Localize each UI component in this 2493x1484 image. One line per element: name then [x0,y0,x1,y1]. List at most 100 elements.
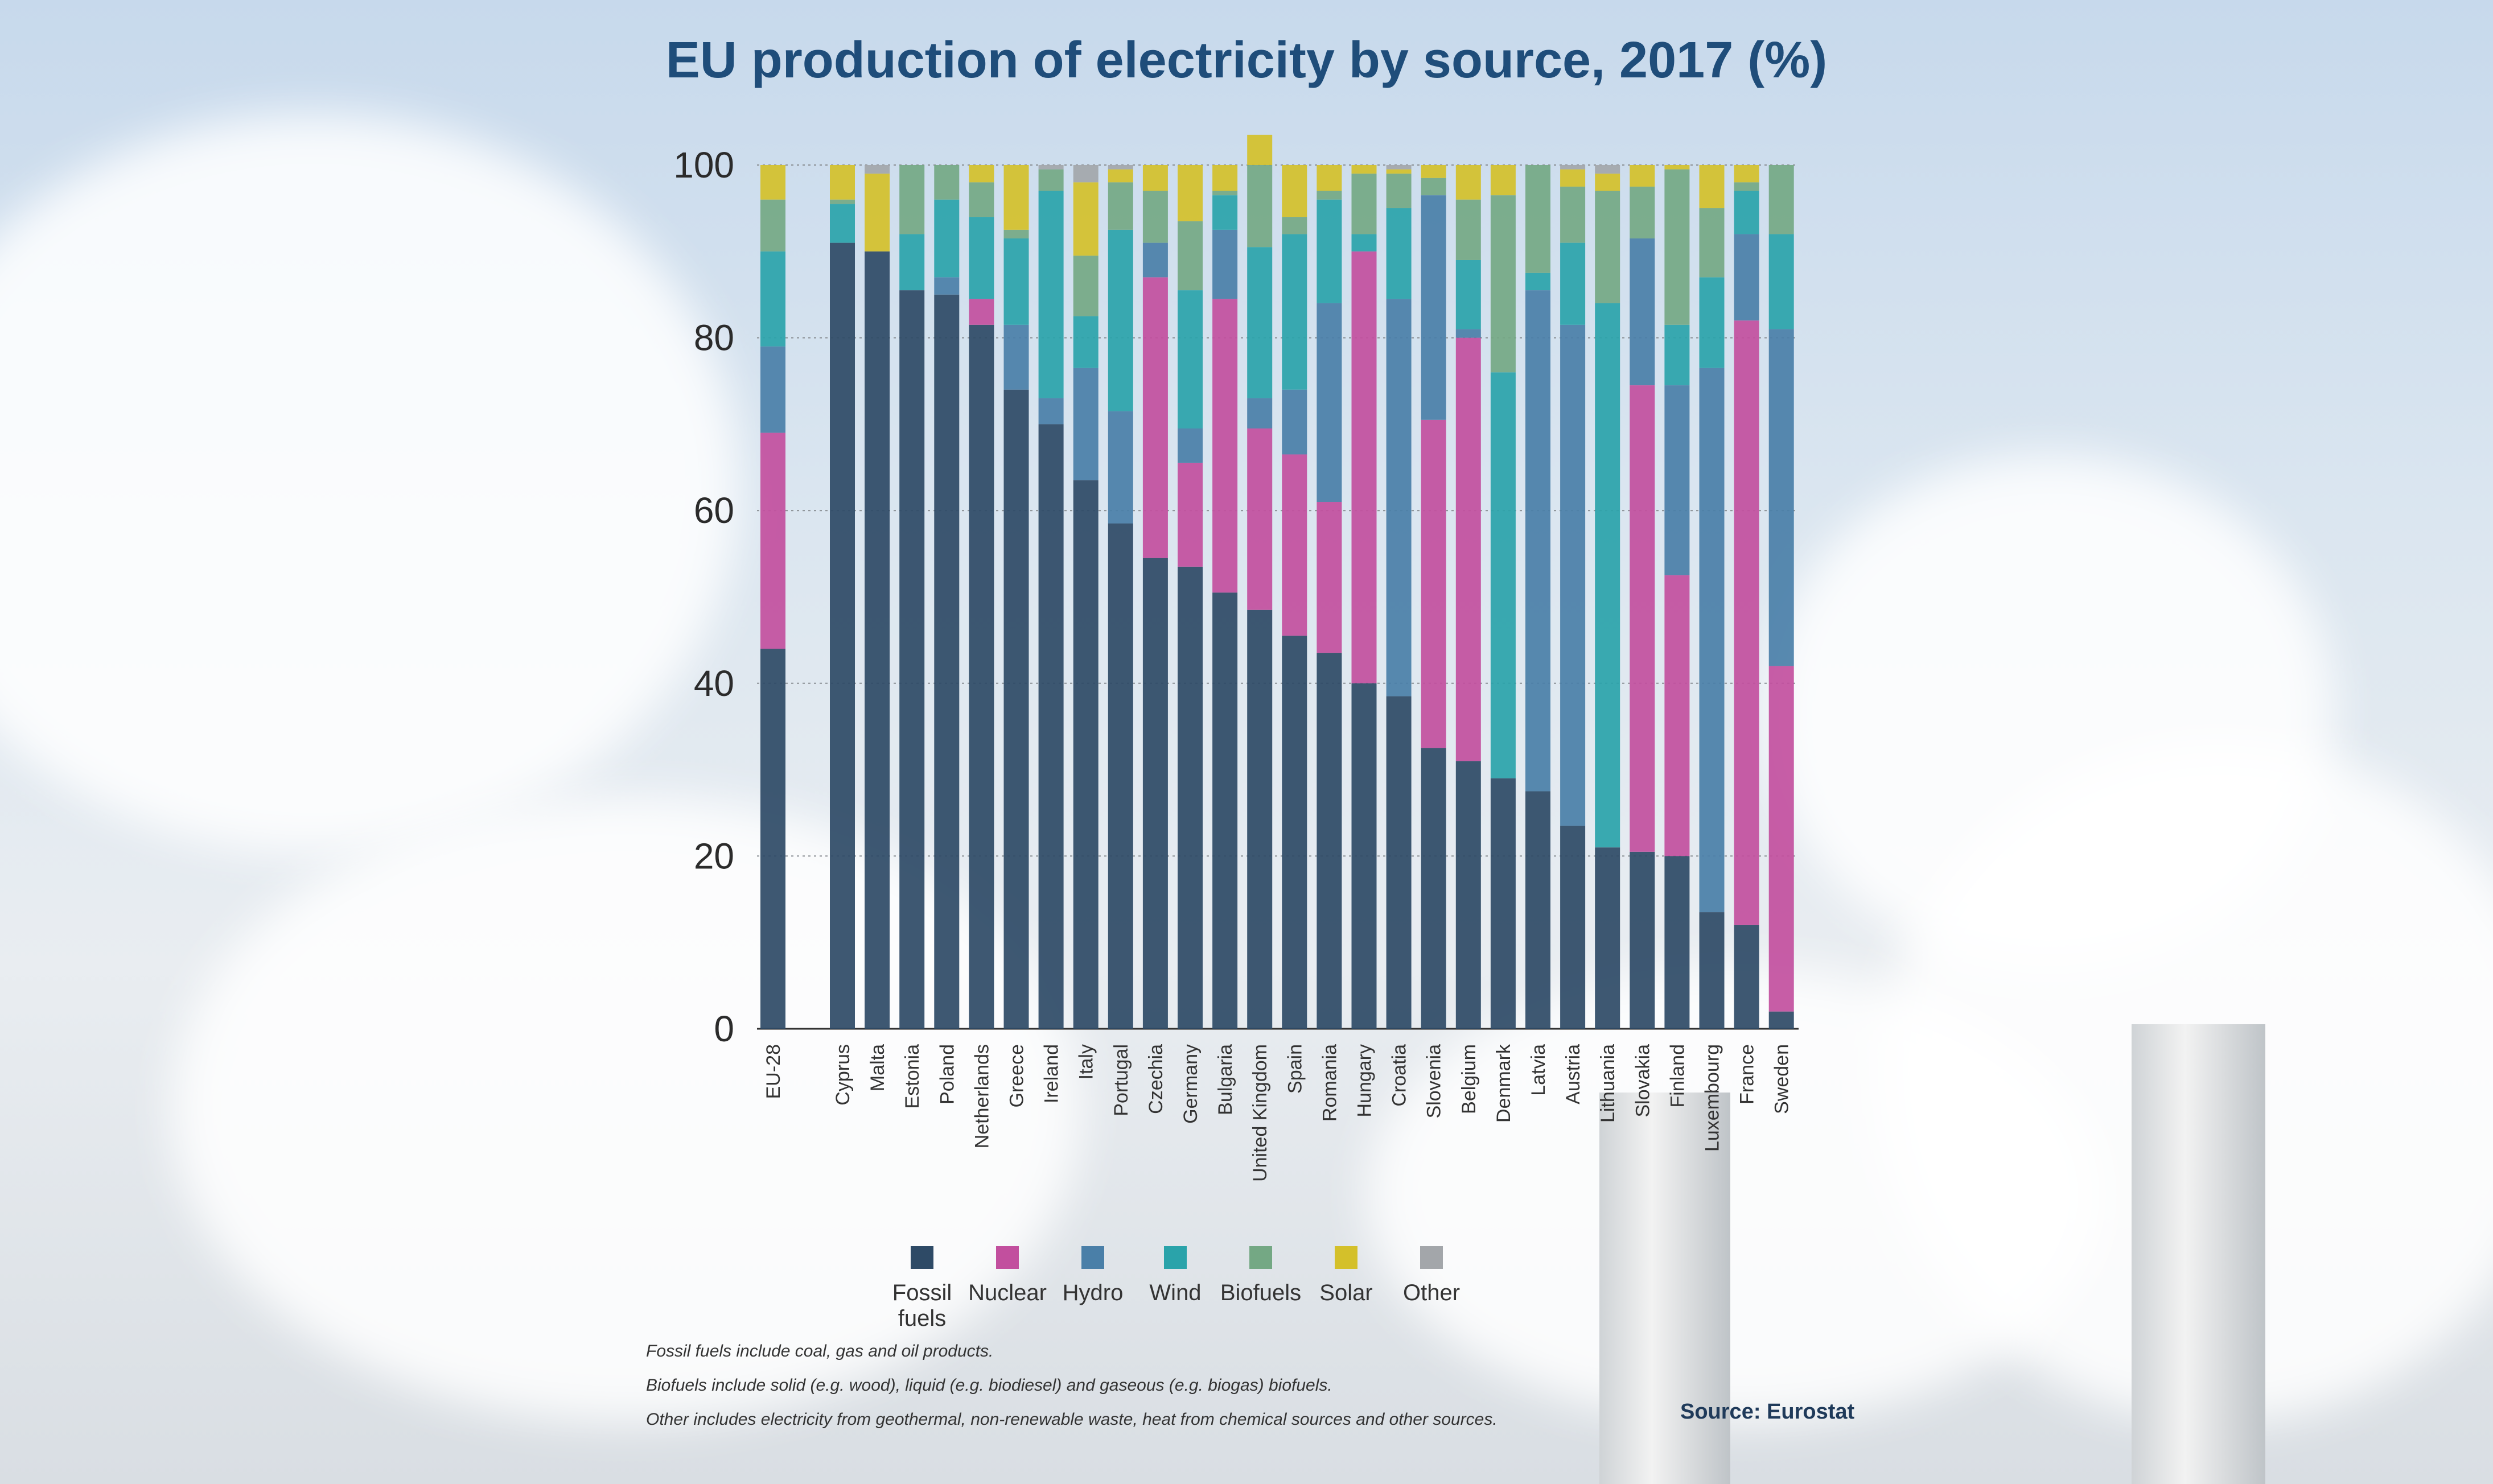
bar-segment-hydro [1455,329,1481,338]
category-label: Spain [1284,1044,1306,1094]
bar-segment-fossil-fuels [1630,851,1655,1029]
bar-segment-biofuels [1247,165,1273,248]
bar-segment-solar [1178,165,1203,221]
category-label: Czechia [1145,1044,1167,1114]
bar-segment-solar [1664,165,1690,170]
bar-segment-wind [1282,234,1307,390]
bar-segment-fossil-fuels [1768,1011,1794,1029]
bar-segment-solar [1142,165,1168,191]
bar-segment-solar [1421,165,1446,178]
bar-segment-wind [1595,303,1620,848]
bar-segment-hydro [1178,428,1203,463]
bar-segment-solar [1734,165,1759,183]
bar-segment-solar [1699,165,1725,208]
category-label: Germany [1180,1044,1202,1124]
legend-item-wind: Wind [1118,1246,1232,1306]
category-label: Cyprus [832,1044,854,1106]
bar-segment-fossil-fuels [1560,826,1586,1029]
chimney [2132,1024,2265,1484]
bar-segment-solar [969,165,994,183]
bar-segment-nuclear [1664,575,1690,856]
legend-swatch [1420,1246,1443,1269]
bar-segment-wind [1699,277,1725,368]
bar-segment-wind [1317,199,1342,303]
legend-label: Biofuels [1220,1280,1302,1305]
bar-segment-fossil-fuels [1525,791,1550,1029]
cloud [0,114,740,854]
legend-label: Other [1402,1280,1461,1305]
bar-segment-biofuels [1699,208,1725,278]
cloud [171,797,1081,1423]
bar-segment-biofuels [899,165,925,234]
bar-segment-fossil-fuels [934,294,960,1029]
bar-segment-other [1386,165,1412,170]
bar-segment-biofuels [1630,186,1655,239]
bar-segment-wind [1038,191,1064,398]
category-label: EU-28 [763,1044,784,1099]
category-label: Malta [867,1044,888,1091]
bar-segment-fossil-fuels [1317,653,1342,1029]
bar-segment-biofuels [1073,255,1099,316]
legend-swatch [1335,1246,1357,1269]
bar-segment-nuclear [1317,502,1342,653]
bar-segment-wind [1560,242,1586,325]
bar-segment-fossil-fuels [1664,856,1690,1029]
category-label: Denmark [1493,1044,1515,1123]
bar-segment-solar [1317,165,1342,191]
bar-segment-solar [1212,165,1238,191]
bar-segment-wind [1525,273,1550,291]
legend-item-nuclear: Nuclear [951,1246,1064,1306]
bar-segment-wind [1073,316,1099,368]
bar-segment-hydro [1630,238,1655,386]
bar-segment-wind [1212,195,1238,230]
y-tick-label: 40 [694,663,734,704]
legend-swatch [996,1246,1019,1269]
bar-segment-other [1560,165,1586,170]
bar-segment-nuclear [1630,385,1655,852]
bar-segment-fossil-fuels [1108,523,1133,1029]
bar-segment-fossil-fuels [1595,847,1620,1029]
bar-segment-solar [1455,165,1481,200]
bar-segment-solar [1247,134,1273,165]
bar-segment-nuclear [1142,277,1168,558]
category-label: Bulgaria [1215,1044,1236,1115]
bar-segment-wind [1734,191,1759,234]
category-label: Italy [1076,1044,1097,1079]
bar-segment-solar [1490,165,1516,196]
bar-segment-biofuels [1525,165,1550,273]
legend-label: Fossil fuels [892,1280,952,1331]
legend-item-biofuels: Biofuels [1204,1246,1318,1306]
bar-segment-nuclear [969,299,994,325]
bar-segment-fossil-fuels [1351,683,1377,1029]
y-tick-label: 0 [714,1008,734,1049]
bar-segment-biofuels [1768,165,1794,234]
legend-swatch [1081,1246,1104,1269]
bar-segment-hydro [1247,398,1273,428]
legend-item-hydro: Hydro [1036,1246,1150,1306]
bar-segment-solar [1073,182,1099,256]
bar-segment-hydro [1142,242,1168,278]
bar-segment-wind [1455,259,1481,329]
category-label: Ireland [1041,1044,1063,1103]
bar-segment-fossil-fuels [1178,566,1203,1029]
bar-segment-hydro [1734,234,1759,321]
bar-segment-biofuels [1003,229,1029,239]
bar-segment-nuclear [1282,454,1307,636]
bar-segment-wind [934,199,960,278]
bar-segment-solar [1282,165,1307,217]
bar-segment-solar [1386,169,1412,174]
bar-segment-nuclear [1212,299,1238,593]
bar-segment-wind [1351,234,1377,252]
bar-segment-biofuels [969,182,994,217]
bar-segment-hydro [934,277,960,295]
category-label: Greece [1006,1044,1028,1108]
bar-segment-biofuels [1178,221,1203,291]
bar-segment-other [1108,165,1133,170]
bar-segment-hydro [1664,385,1690,576]
bar-segment-biofuels [1560,186,1586,243]
category-label: Luxembourg [1702,1044,1723,1152]
legend-swatch [1164,1246,1187,1269]
bar-segment-hydro [1108,411,1133,523]
bar-segment-fossil-fuels [899,290,925,1029]
